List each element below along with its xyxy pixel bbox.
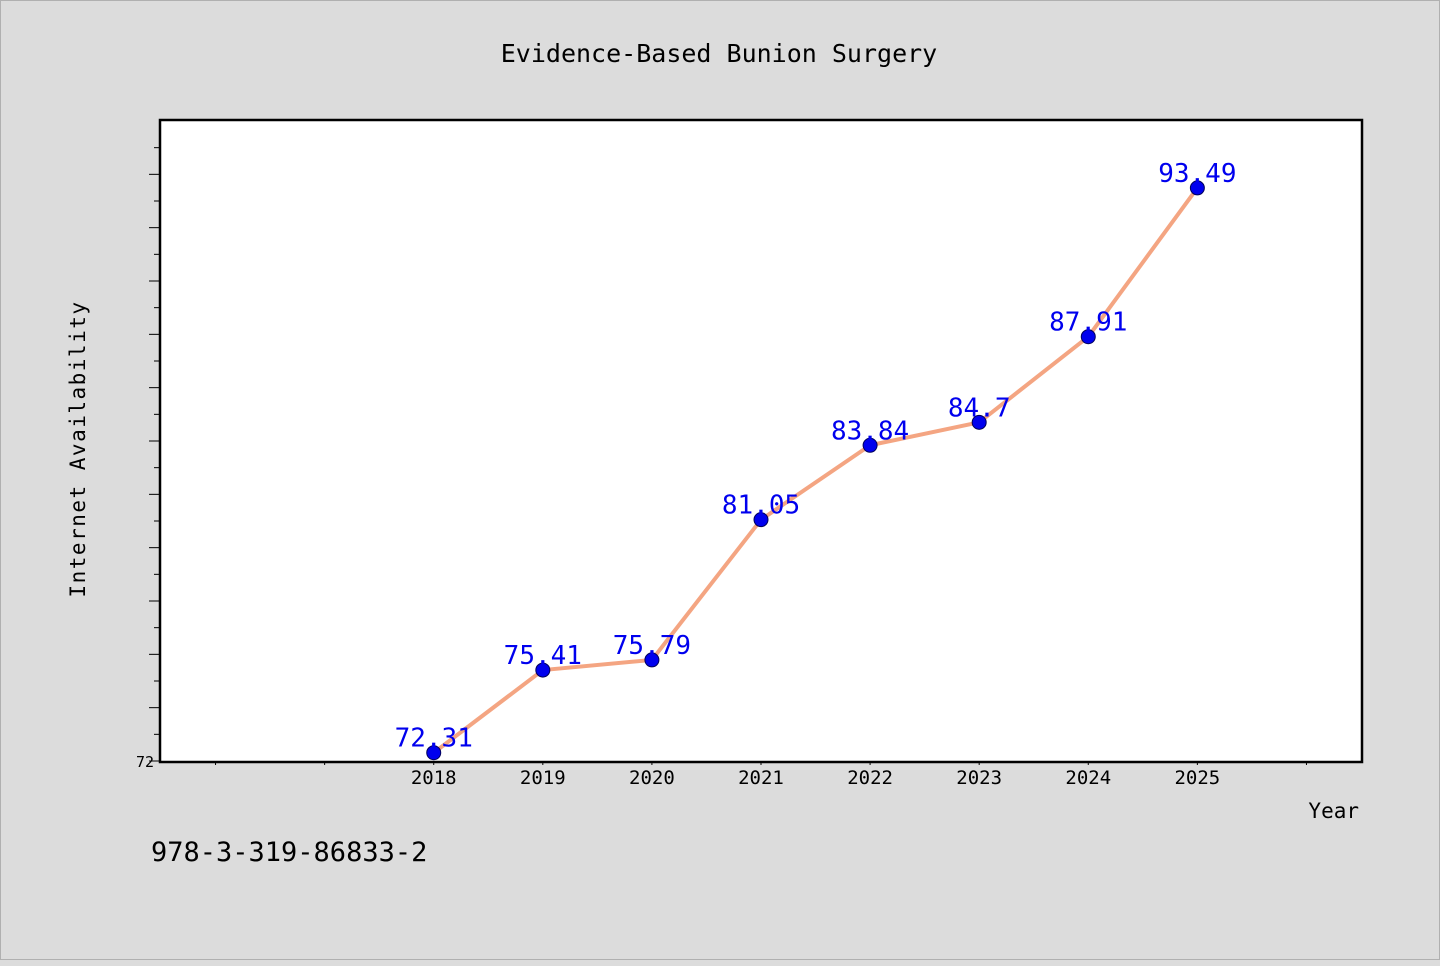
- x-tick-label: 2023: [956, 767, 1002, 789]
- y-axis-label: Internet Availability: [66, 300, 90, 597]
- x-tick-label: 2021: [738, 767, 784, 789]
- data-point: [971, 414, 987, 430]
- y-tick-label: 72: [136, 753, 154, 771]
- series-line: [431, 185, 1200, 755]
- data-point: [426, 745, 442, 761]
- data-label: 75.41: [504, 641, 582, 671]
- x-axis-ticks: 2018 2019 2020 2021 2022 2023 2024 2025: [215, 761, 1307, 789]
- y-axis-ticks: 72: [136, 147, 161, 771]
- x-tick-label: 2025: [1174, 767, 1220, 789]
- x-tick-label: 2024: [1065, 767, 1111, 789]
- chart-title: Evidence-Based Bunion Surgery: [501, 39, 938, 68]
- series-group: 72.31 75.41 75.79 81.05 83.84 84.7 87.91 93.49: [395, 159, 1237, 761]
- x-tick-label: 2018: [411, 767, 457, 789]
- data-point: [535, 662, 551, 678]
- data-label: 93.49: [1158, 159, 1236, 189]
- plot-area: [158, 118, 1364, 764]
- data-label: 81.05: [722, 491, 800, 521]
- x-tick-label: 2020: [629, 767, 675, 789]
- data-label: 84.7: [948, 393, 1011, 423]
- data-point: [753, 512, 769, 528]
- data-label: 72.31: [395, 724, 473, 754]
- data-label: 83.84: [831, 416, 909, 446]
- data-point: [1080, 329, 1096, 345]
- data-point: [862, 437, 878, 453]
- x-axis-label: Year: [1308, 799, 1359, 823]
- data-point: [644, 652, 660, 668]
- data-point: [1189, 180, 1205, 196]
- data-label: 87.91: [1049, 308, 1127, 338]
- data-label: 75.79: [613, 631, 691, 661]
- x-tick-label: 2019: [520, 767, 566, 789]
- x-tick-label: 2022: [847, 767, 893, 789]
- isbn-text: 978-3-319-86833-2: [151, 837, 428, 868]
